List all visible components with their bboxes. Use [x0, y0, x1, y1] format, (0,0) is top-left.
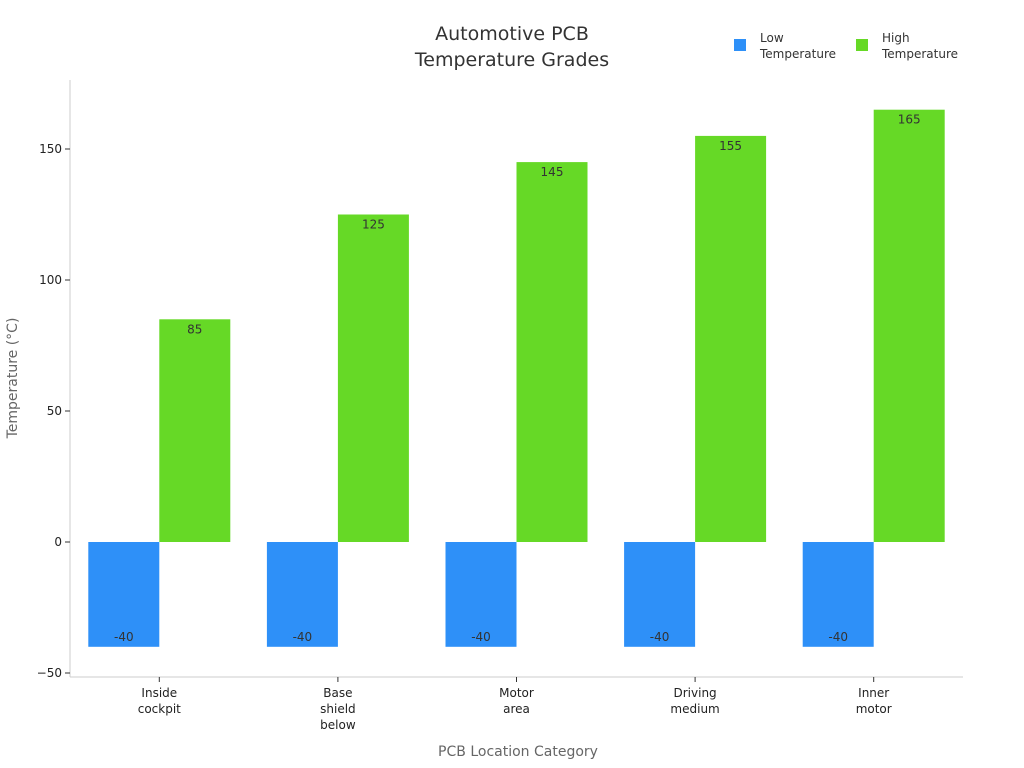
bar-high-temperature: [873, 109, 945, 542]
bar-value-label: -40: [471, 630, 491, 644]
bars: [88, 109, 945, 647]
bar-value-label: -40: [114, 630, 134, 644]
bar-value-label: 145: [541, 165, 564, 179]
chart-title-line: Temperature Grades: [414, 49, 609, 71]
x-tick-label: Inside: [141, 686, 177, 700]
bar-value-label: -40: [650, 630, 670, 644]
x-axis-title: PCB Location Category: [438, 744, 598, 760]
bar-value-label: 125: [362, 218, 385, 232]
y-tick-label: 50: [47, 404, 62, 418]
y-tick-label: 0: [54, 535, 62, 549]
x-tick-label: Base: [323, 686, 352, 700]
bar-low-temperature: [88, 542, 160, 647]
x-tick-label: Inner: [858, 686, 889, 700]
legend: Low Temperature High Temperature: [734, 31, 958, 61]
bar-low-temperature: [266, 542, 338, 647]
bar-low-temperature: [445, 542, 517, 647]
legend-label: Temperature: [881, 47, 958, 61]
y-tick-label: −50: [37, 666, 62, 680]
legend-swatch: [734, 39, 746, 51]
bar-value-label: 85: [187, 322, 202, 336]
legend-label: High: [882, 31, 910, 45]
x-tick-label: area: [503, 702, 530, 716]
x-tick-label: cockpit: [138, 702, 181, 716]
y-axis-title: Temperature (°C): [5, 318, 21, 440]
bar-high-temperature: [159, 319, 231, 542]
y-tick-label: 150: [39, 142, 62, 156]
chart-title-line: Automotive PCB: [435, 23, 589, 45]
bar-high-temperature: [695, 135, 767, 542]
legend-label: Low: [760, 31, 784, 45]
x-tick-label: medium: [670, 702, 719, 716]
bar-value-label: -40: [293, 630, 313, 644]
bar-low-temperature: [802, 542, 874, 647]
x-tick-label: Driving: [674, 686, 717, 700]
axes: −50 0 50 100 150 Inside cockpit Base shield below…: [37, 80, 963, 732]
bar-high-temperature: [337, 214, 409, 542]
bar-low-temperature: [624, 542, 696, 647]
bar-value-label: -40: [828, 630, 848, 644]
bar-high-temperature: [516, 162, 588, 542]
x-tick-label: Motor: [499, 686, 534, 700]
chart-title: Automotive PCB Temperature Grades: [414, 23, 609, 71]
x-tick-label: motor: [856, 702, 892, 716]
legend-swatch: [856, 39, 868, 51]
legend-label: Temperature: [759, 47, 836, 61]
bar-value-label: 165: [898, 113, 921, 127]
bar-value-label: 155: [719, 139, 742, 153]
data-labels: -40 85 -40 125 -40 145 -40 155 -40 165: [114, 113, 921, 644]
x-tick-label: shield: [320, 702, 356, 716]
x-tick-label: below: [320, 718, 356, 732]
y-tick-label: 100: [39, 273, 62, 287]
